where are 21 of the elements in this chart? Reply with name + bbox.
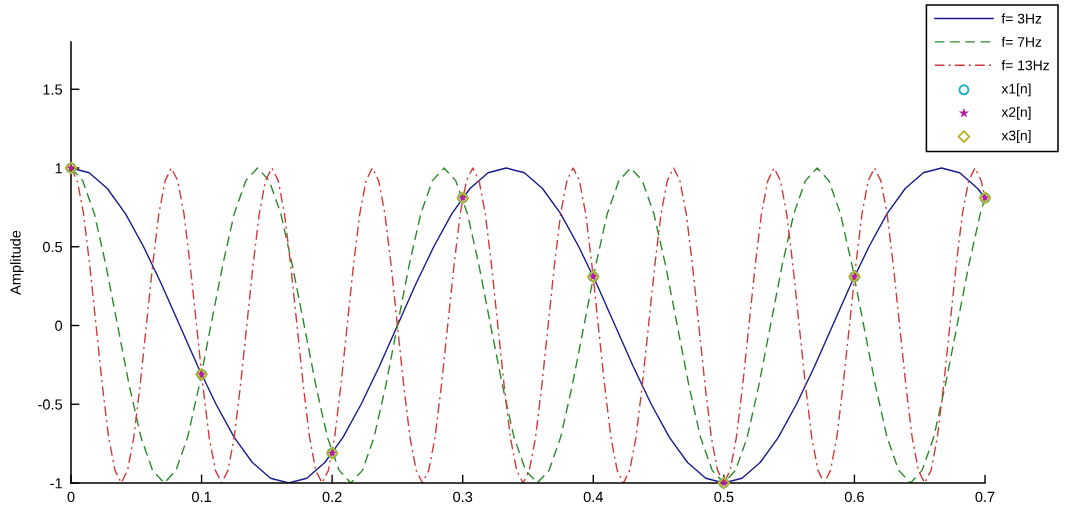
x-tick-label: 0.2 — [322, 491, 342, 503]
legend-label: x2[n] — [1001, 106, 1031, 120]
y-axis-title: Amplitude — [10, 230, 24, 295]
y-tick-label: 1.5 — [43, 84, 63, 95]
x-tick-label: 0 — [67, 491, 75, 503]
y-tick-label: 0.5 — [42, 241, 63, 253]
y-tick-label: -1 — [50, 478, 62, 489]
legend-label: x1[n] — [1001, 83, 1031, 97]
x-tick-label: 0.6 — [844, 491, 864, 503]
x-tick-label: 0.4 — [583, 491, 603, 503]
legend-label: f= 3Hz — [1001, 13, 1042, 24]
legend-label: f= 13Hz — [1001, 60, 1049, 71]
y-tick-label: -0.5 — [38, 399, 63, 410]
x-tick-label: 0.1 — [192, 491, 211, 503]
x-tick-label: 0.3 — [453, 491, 473, 503]
legend-label: f= 7Hz — [1001, 36, 1042, 47]
x-tick-label: 0.5 — [714, 491, 734, 503]
y-tick-label: 1 — [55, 163, 62, 174]
y-tick-label: 0 — [55, 320, 63, 331]
legend-label: x3[n] — [1001, 130, 1031, 144]
x-tick-label: 0.7 — [975, 491, 995, 503]
